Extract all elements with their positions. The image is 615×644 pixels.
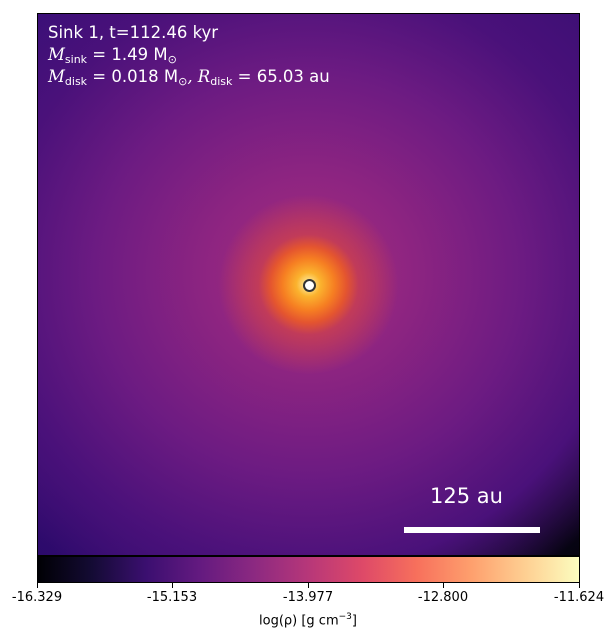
sink-mass-label: Msink = 1.49 M⊙	[48, 45, 177, 66]
density-map: Sink 1, t=112.46 kyr Msink = 1.49 M⊙ Mdi…	[37, 13, 580, 556]
colorbar-tick	[37, 583, 38, 588]
colorbar-tick-label: -16.329	[11, 590, 63, 605]
colorbar-tick-label: -12.800	[417, 590, 469, 605]
sink-marker	[303, 279, 316, 292]
colorbar-tick-label: -13.977	[282, 590, 334, 605]
disk-mass-radius-label: Mdisk = 0.018 M⊙, Rdisk = 65.03 au	[48, 67, 330, 88]
colorbar	[37, 556, 580, 583]
colorbar-label: log(ρ) [g cm−3]	[259, 612, 357, 629]
sink-title: Sink 1, t=112.46 kyr	[48, 23, 219, 42]
colorbar-tick	[172, 583, 173, 588]
colorbar-tick-label: -15.153	[146, 590, 198, 605]
colorbar-tick	[308, 583, 309, 588]
colorbar-tick	[579, 583, 580, 588]
colorbar-tick-label: -11.624	[553, 590, 605, 605]
scale-bar	[404, 527, 540, 533]
colorbar-tick	[443, 583, 444, 588]
scale-bar-label: 125 au	[430, 484, 503, 508]
